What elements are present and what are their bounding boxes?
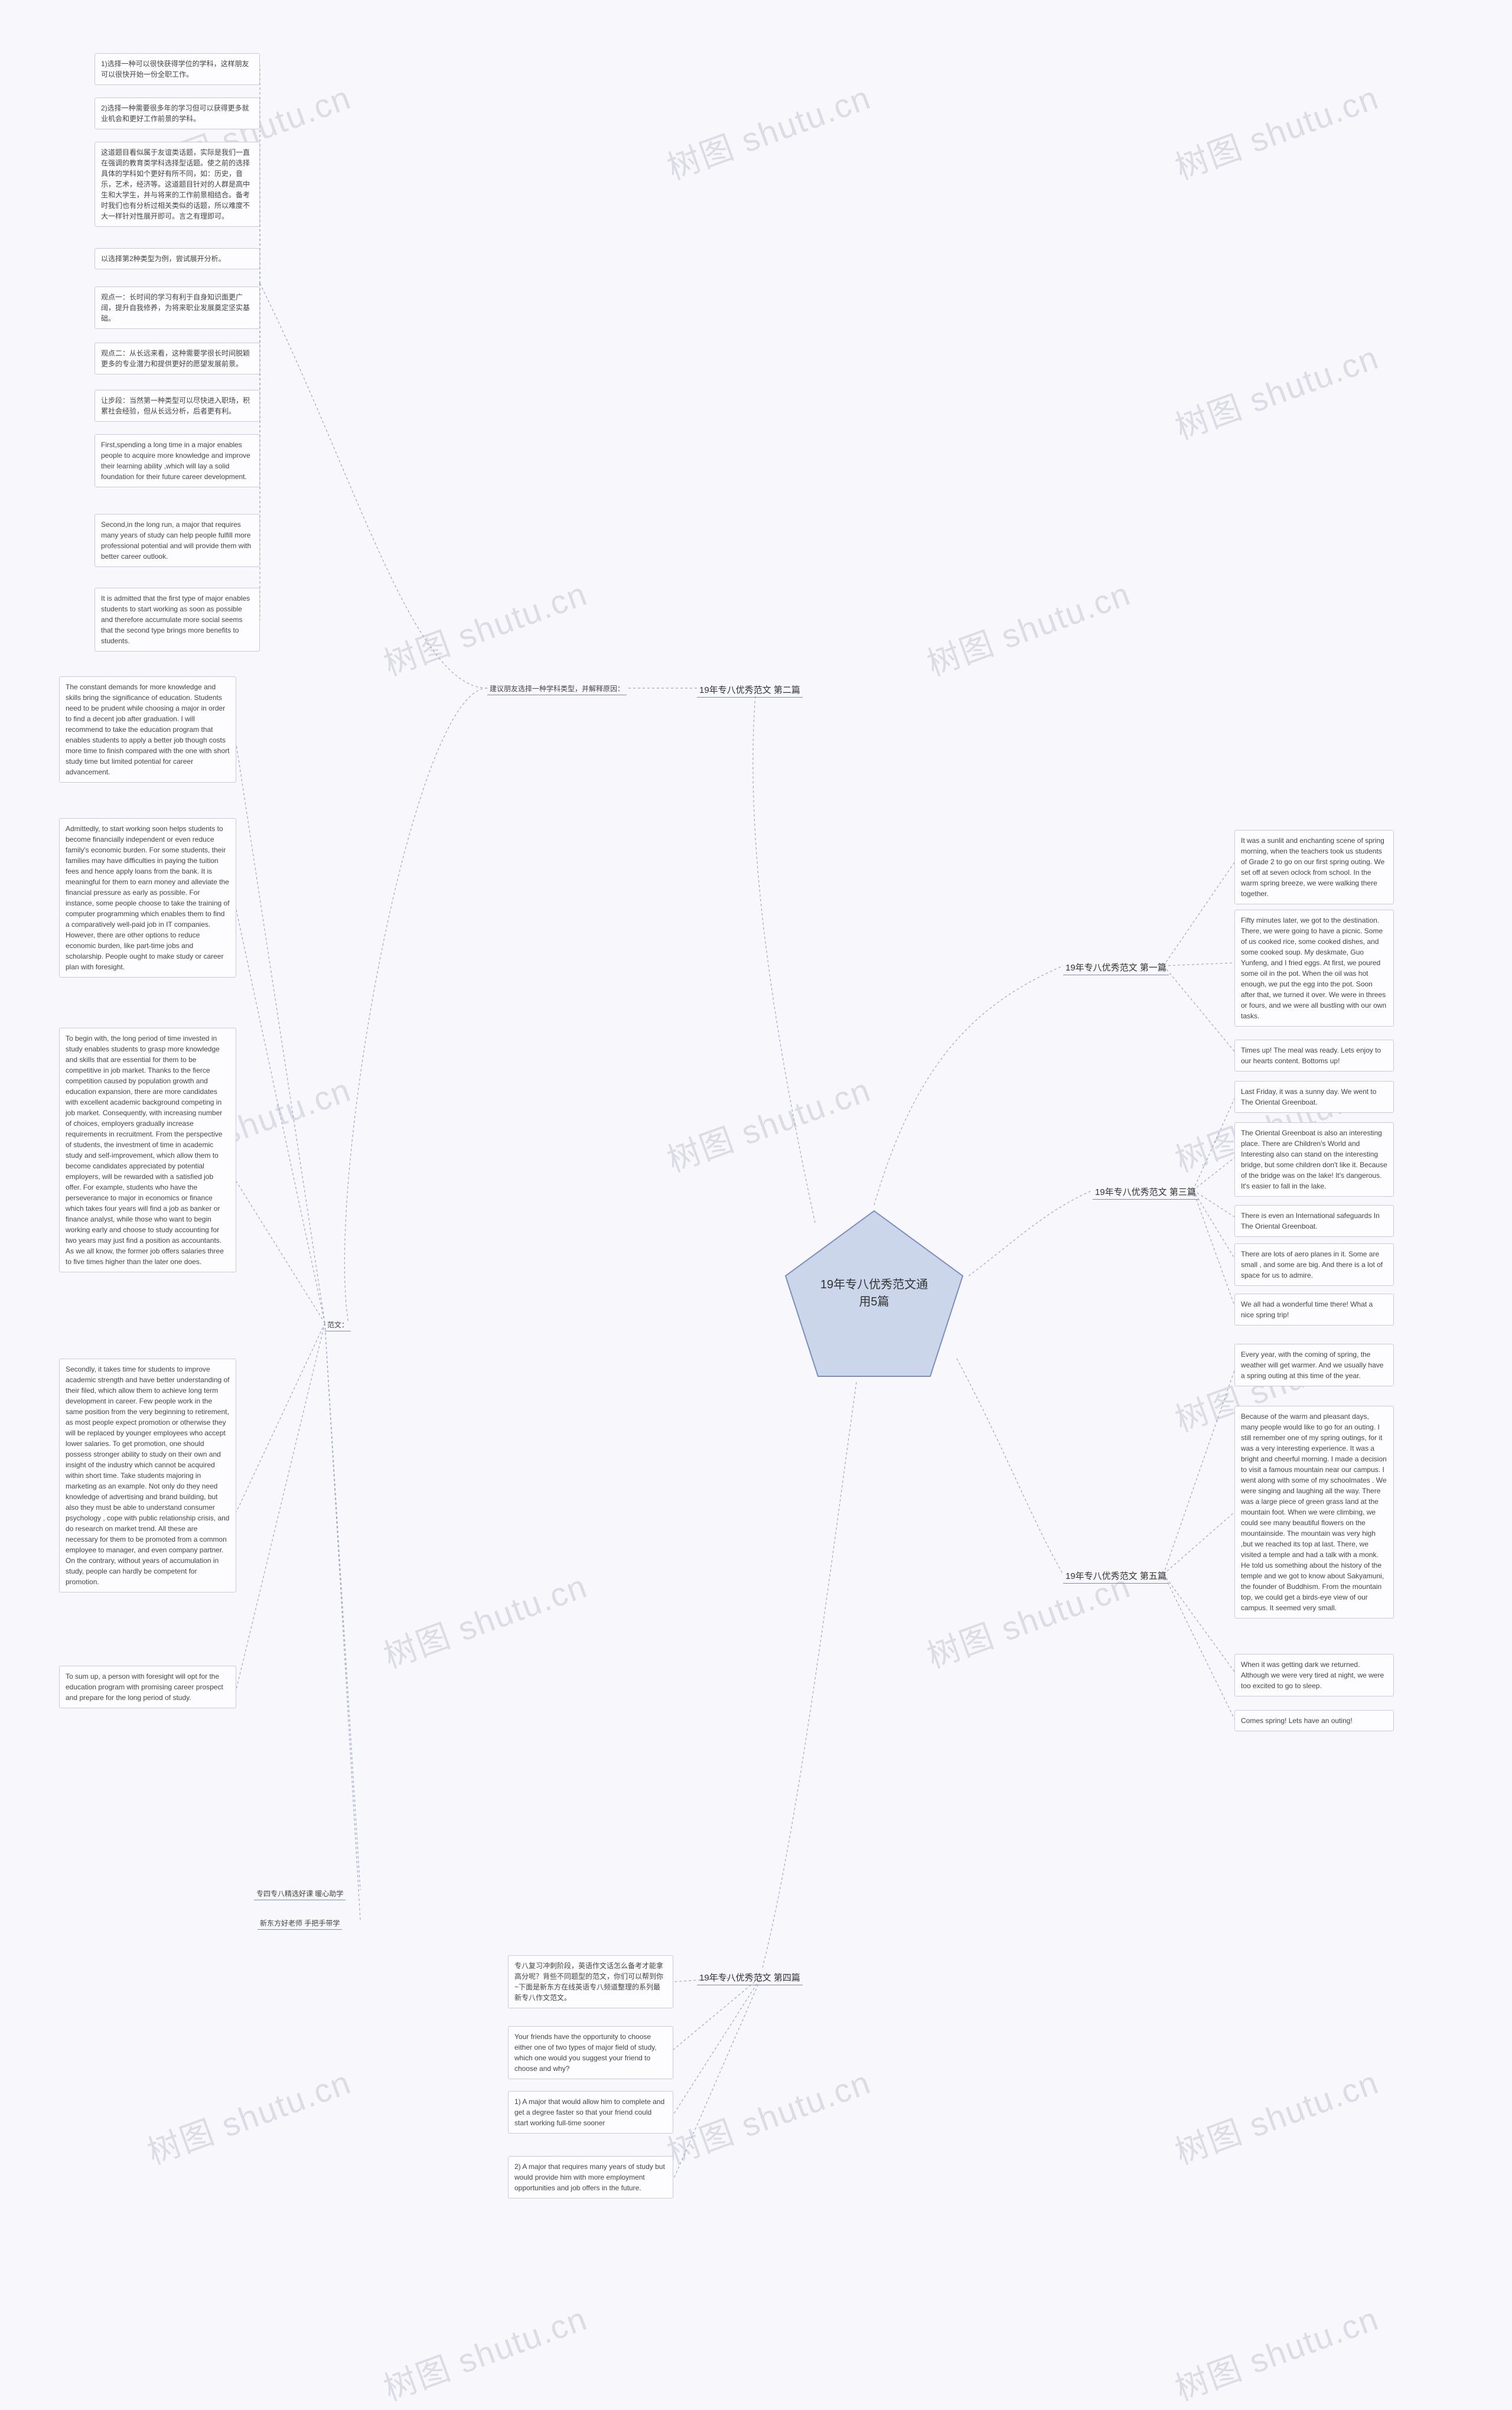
branch-1: 19年专八优秀范文 第一篇 xyxy=(1063,960,1169,975)
branch-4: 19年专八优秀范文 第四篇 xyxy=(697,1970,803,1985)
watermark: 树图 shutu.cn xyxy=(1168,2292,1384,2410)
watermark: 树图 shutu.cn xyxy=(660,1064,876,1182)
leaf-node: Times up! The meal was ready. Lets enjoy… xyxy=(1234,1040,1394,1072)
leaf-node: Because of the warm and pleasant days, m… xyxy=(1234,1406,1394,1618)
watermark: 树图 shutu.cn xyxy=(140,2056,357,2174)
leaf-node: Second,in the long run, a major that req… xyxy=(94,514,260,567)
leaf-node: Admittedly, to start working soon helps … xyxy=(59,818,236,978)
watermark: 树图 shutu.cn xyxy=(376,568,593,686)
leaf-node: There are lots of aero planes in it. Som… xyxy=(1234,1243,1394,1286)
leaf-node: 以选择第2种类型为例，尝试展开分析。 xyxy=(94,248,260,269)
leaf-node: Comes spring! Lets have an outing! xyxy=(1234,1710,1394,1731)
watermark: 树图 shutu.cn xyxy=(376,1560,593,1678)
leaf-node: First,spending a long time in a major en… xyxy=(94,434,260,487)
leaf-node: 观点一：长时间的学习有利于自身知识面更广阔，提升自我修养，为将来职业发展奠定坚实… xyxy=(94,286,260,329)
watermark: 树图 shutu.cn xyxy=(376,2292,593,2410)
leaf-node: 2)选择一种需要很多年的学习但可以获得更多就业机会和更好工作前景的学科。 xyxy=(94,97,260,129)
watermark: 树图 shutu.cn xyxy=(1168,331,1384,450)
leaf-node: 1) A major that would allow him to compl… xyxy=(508,2091,673,2134)
leaf-node: It is admitted that the first type of ma… xyxy=(94,588,260,652)
watermark: 树图 shutu.cn xyxy=(1168,2056,1384,2174)
leaf-node: 2) A major that requires many years of s… xyxy=(508,2156,673,2199)
leaf-node: The constant demands for more knowledge … xyxy=(59,676,236,783)
leaf-node: Secondly, it takes time for students to … xyxy=(59,1359,236,1592)
watermark: 树图 shutu.cn xyxy=(920,568,1136,686)
branch-3: 19年专八优秀范文 第三篇 xyxy=(1093,1184,1198,1200)
center-node: 19年专八优秀范文通用5篇 xyxy=(780,1205,969,1382)
mid-tem48: 专四专八精选好课 暖心助学 xyxy=(254,1887,346,1900)
leaf-node: Fifty minutes later, we got to the desti… xyxy=(1234,910,1394,1027)
leaf-node: 1)选择一种可以很快获得学位的学科，这样朋友可以很快开始一份全职工作。 xyxy=(94,53,260,85)
leaf-node: 观点二：从长远来看，这种需要学很长时间脱颖更多的专业潜力和提供更好的愿望发展前景… xyxy=(94,343,260,374)
mid-fanwen: 范文： xyxy=(325,1318,351,1331)
branch-2: 19年专八优秀范文 第二篇 xyxy=(697,682,803,698)
mid-advice: 建议朋友选择一种学科类型，并解释原因： xyxy=(487,682,627,695)
leaf-node: There is even an International safeguard… xyxy=(1234,1205,1394,1237)
leaf-node: Last Friday, it was a sunny day. We went… xyxy=(1234,1081,1394,1113)
center-title: 19年专八优秀范文通用5篇 xyxy=(815,1275,933,1309)
mid-xdf: 新东方好老师 手把手带学 xyxy=(258,1917,342,1930)
leaf-node: 专八复习冲刺阶段，英语作文话怎么备考才能拿高分呢？背些不同题型的范文，你们可以帮… xyxy=(508,1955,673,2008)
branch-5: 19年专八优秀范文 第五篇 xyxy=(1063,1568,1169,1584)
leaf-node: To begin with, the long period of time i… xyxy=(59,1028,236,1272)
leaf-node: To sum up, a person with foresight will … xyxy=(59,1666,236,1708)
leaf-node: Your friends have the opportunity to cho… xyxy=(508,2026,673,2079)
leaf-node: It was a sunlit and enchanting scene of … xyxy=(1234,830,1394,904)
leaf-node: We all had a wonderful time there! What … xyxy=(1234,1294,1394,1326)
watermark: 树图 shutu.cn xyxy=(660,71,876,190)
leaf-node: When it was getting dark we returned. Al… xyxy=(1234,1654,1394,1696)
watermark: 树图 shutu.cn xyxy=(660,2056,876,2174)
leaf-node: 这道题目看似属于友谊类话题，实际是我们一直在强调的教育类学科选择型话题。使之前的… xyxy=(94,142,260,227)
watermark: 树图 shutu.cn xyxy=(1168,71,1384,190)
leaf-node: The Oriental Greenboat is also an intere… xyxy=(1234,1122,1394,1197)
leaf-node: Every year, with the coming of spring, t… xyxy=(1234,1344,1394,1386)
leaf-node: 让步段：当然第一种类型可以尽快进入职场，积累社会经验，但从长远分析，后者更有利。 xyxy=(94,390,260,422)
